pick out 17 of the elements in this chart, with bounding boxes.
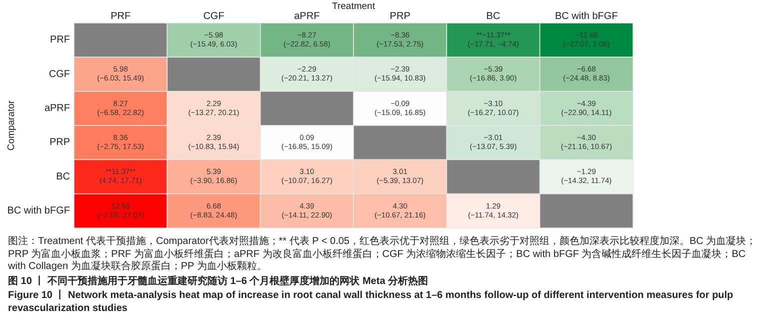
x-tick-label: BC <box>486 11 500 22</box>
y-tick-label: CGF <box>48 68 70 80</box>
x-tick-label: BC with bFGF <box>555 11 618 22</box>
y-tick-label: BC <box>56 171 70 182</box>
text: 图注：Treatment 代表干预措施，Comparator代表对照措施；** 代表 P < 0.05，红色表示优于对照组，绿色表示劣于对照组，颜色加深表示比较程度加深。BC 为血凝块；PRP 为富血小板血浆；PRF 为富血小板纤维蛋白；aPRF 为改良富血小板纤维蛋白；CGF 为浓缩物浓缩生长因子；BC with bFGF 为含碱性成纤维生长因子血凝块；BC with Collagen 为血凝块联合胶原蛋白；PP 为血小板颗粒。 <box>8 236 758 274</box>
y-tick-label: aPRF <box>44 103 70 114</box>
text: Figure 10 丨 Network meta-analysis heat map of increase in root canal wall thickness at 1–6 months follow-up of different intervention measures for pulp revascularization studies <box>8 288 734 314</box>
y-axis-title: Comparator <box>6 100 17 151</box>
text: 图 10 丨 不同干预措施用于牙髓血运重建研究随访 1–6 个月根壁厚度增加的网状 Meta 分析热图 <box>8 274 430 288</box>
x-tick-label: aPRF <box>294 11 320 22</box>
x-tick-label: CGF <box>203 11 224 22</box>
x-tick-label: PRF <box>110 11 131 22</box>
y-tick-label: BC with bFGF <box>7 206 70 217</box>
y-tick-label: PRF <box>50 34 70 46</box>
x-tick-label: PRP <box>390 11 411 22</box>
x-axis-title: Treatment <box>332 1 376 12</box>
y-tick-label: PRP <box>49 137 70 148</box>
